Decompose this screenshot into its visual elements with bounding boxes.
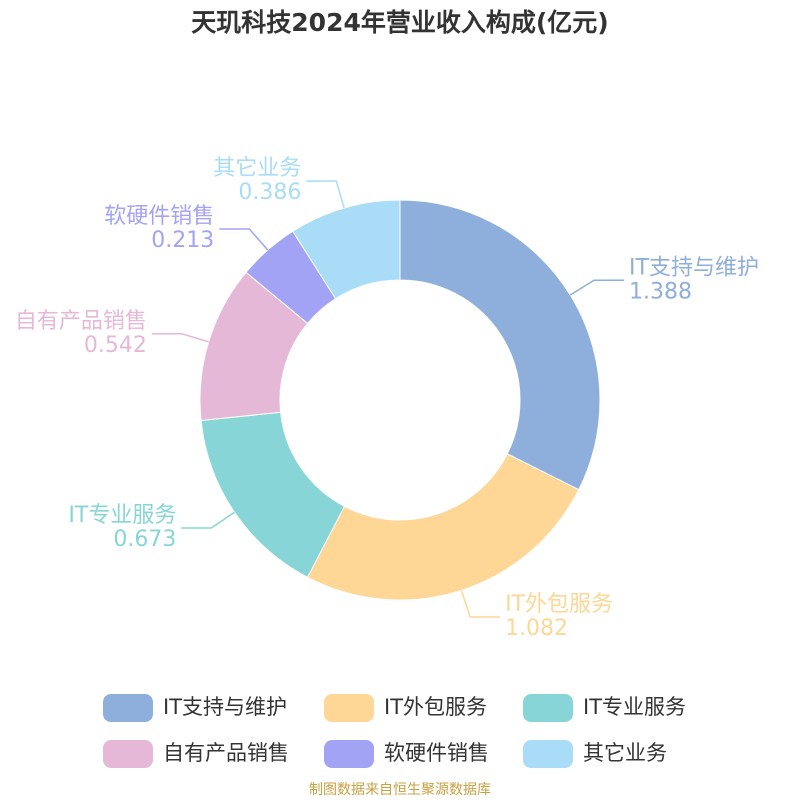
legend-swatch	[523, 740, 573, 768]
slice-label: 其它业务	[213, 156, 301, 181]
slice-label: IT专业服务	[68, 503, 176, 528]
legend-label: 软硬件销售	[384, 741, 489, 765]
slice-value: 1.082	[505, 616, 568, 641]
slice-label: IT支持与维护	[629, 255, 759, 280]
legend-swatch	[324, 740, 374, 768]
leader-line	[151, 333, 209, 343]
legend-label: 其它业务	[583, 741, 667, 765]
slice-label: 软硬件销售	[104, 204, 214, 229]
legend-swatch	[324, 694, 374, 722]
legend-swatch	[103, 740, 153, 768]
chart-title: 天玑科技2024年营业收入构成(亿元)	[191, 8, 608, 37]
legend-label: 自有产品销售	[163, 741, 289, 765]
leader-line	[460, 590, 501, 618]
slice-value: 0.673	[113, 527, 176, 552]
donut-segment	[306, 453, 580, 601]
donut-segment	[399, 199, 601, 491]
donut-segment	[292, 199, 401, 300]
source-note: 制图数据来自恒生聚源数据库	[309, 782, 491, 798]
leader-line	[219, 228, 269, 251]
slice-label: IT外包服务	[505, 592, 613, 617]
legend-swatch	[103, 694, 153, 722]
slice-value: 0.213	[151, 228, 214, 253]
leader-line	[306, 180, 345, 209]
legend-label: IT支持与维护	[163, 695, 287, 719]
slice-label: 自有产品销售	[15, 309, 147, 334]
legend-swatch	[523, 694, 573, 722]
slice-value: 0.386	[238, 180, 301, 205]
legend-label: IT外包服务	[384, 695, 487, 719]
leader-line	[181, 511, 235, 529]
legend-label: IT专业服务	[583, 695, 686, 719]
slice-value: 0.542	[84, 333, 147, 358]
slice-value: 1.388	[629, 279, 692, 304]
leader-line	[569, 279, 625, 296]
